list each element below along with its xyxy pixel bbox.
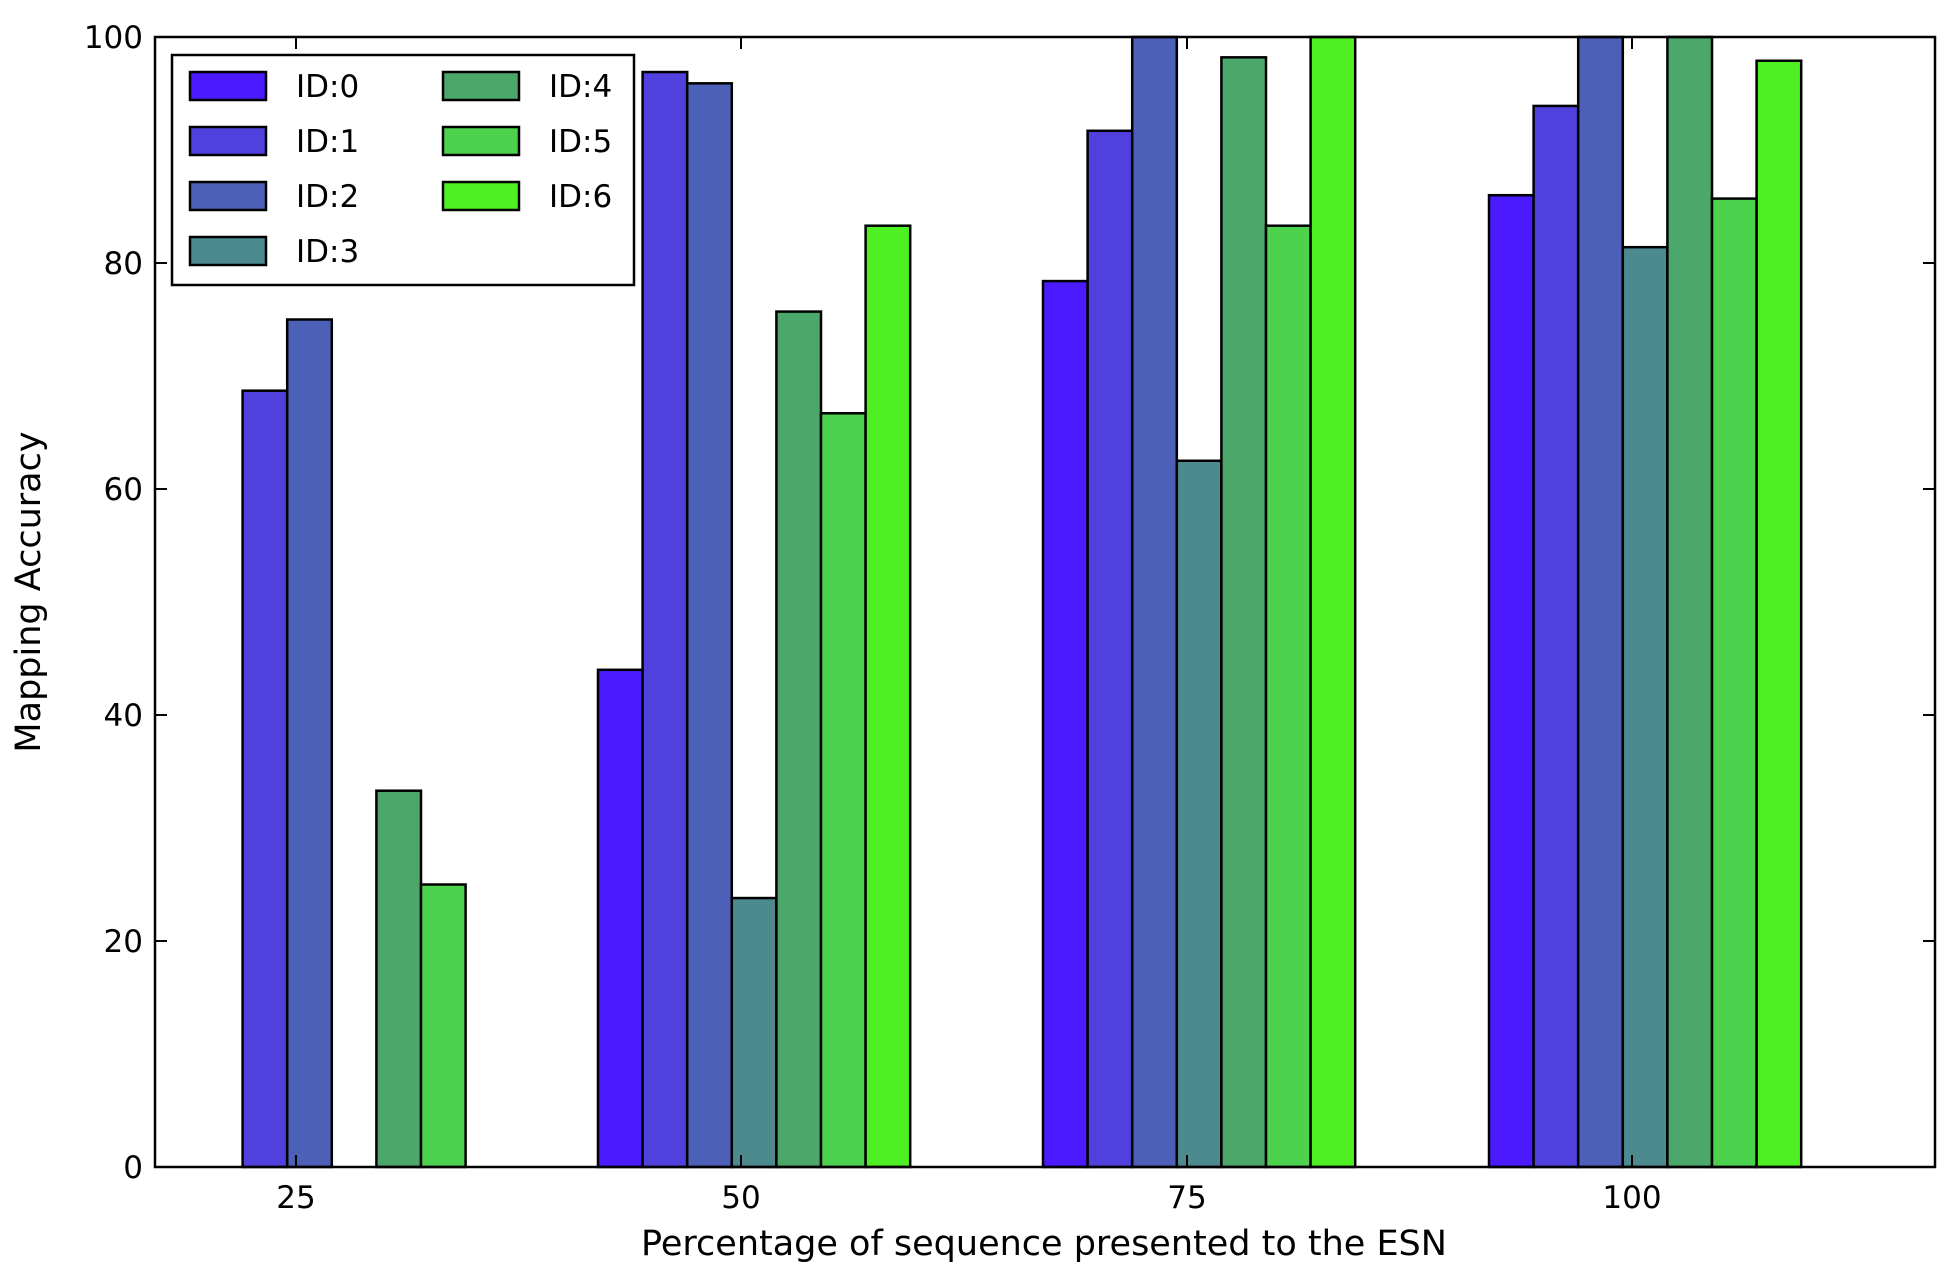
legend-swatch	[441, 125, 521, 157]
bar-id-3-75	[1175, 459, 1223, 1169]
legend-swatch	[188, 235, 268, 267]
bar-id-4-100	[1666, 35, 1714, 1169]
legend-swatch	[441, 180, 521, 212]
legend-label: ID:6	[549, 179, 612, 215]
legend-swatch	[441, 70, 521, 102]
y-tick-label: 0	[123, 1150, 143, 1186]
bar-id-4-75	[1220, 56, 1268, 1169]
bar-id-5-50	[819, 412, 867, 1169]
x-tick-label: 100	[1602, 1180, 1661, 1216]
bar-id-0-50	[596, 668, 644, 1169]
bar-id-5-25	[419, 883, 467, 1169]
legend-swatch	[188, 70, 268, 102]
x-tick-label: 25	[276, 1180, 315, 1216]
bars-group	[241, 35, 1803, 1169]
x-axis: 25 50 75 100	[276, 37, 1662, 1216]
legend-label: ID:1	[296, 124, 359, 160]
bar-id-3-50	[730, 896, 778, 1169]
legend-label: ID:4	[549, 69, 612, 105]
y-axis: 0 20 40 60 80 100	[84, 20, 1935, 1186]
bar-id-1-25	[241, 389, 289, 1169]
legend-label: ID:3	[296, 234, 359, 270]
bar-id-2-100	[1576, 35, 1625, 1169]
bar-id-6-75	[1309, 35, 1357, 1169]
x-axis-title: Percentage of sequence presented to the …	[641, 1224, 1447, 1264]
bar-id-4-50	[775, 310, 823, 1169]
bar-id-6-100	[1755, 59, 1803, 1169]
y-tick-label: 40	[104, 698, 143, 734]
legend-swatch	[188, 125, 268, 157]
y-tick-label: 20	[104, 924, 143, 960]
bar-id-0-100	[1487, 193, 1535, 1169]
x-tick-label: 50	[721, 1180, 760, 1216]
x-tick-label: 75	[1167, 1180, 1206, 1216]
bar-id-2-25	[285, 318, 334, 1169]
bar-id-3-100	[1621, 245, 1669, 1169]
y-tick-label: 60	[104, 472, 143, 508]
bar-id-2-75	[1130, 35, 1179, 1169]
bar-id-6-50	[864, 224, 912, 1169]
bar-id-5-75	[1264, 224, 1312, 1169]
legend-swatch	[188, 180, 268, 212]
bar-id-1-50	[641, 70, 689, 1169]
plot-frame	[153, 35, 1937, 1169]
legend-label: ID:0	[296, 69, 359, 105]
y-tick-label: 100	[84, 20, 143, 56]
y-tick-label: 80	[104, 246, 143, 282]
bar-id-5-100	[1710, 197, 1758, 1169]
legend: ID:0 ID:1 ID:2 ID:3 ID:4 ID:5 ID:6	[170, 53, 636, 287]
bar-id-1-75	[1086, 129, 1134, 1169]
bar-id-4-25	[375, 789, 423, 1169]
legend-label: ID:2	[296, 179, 359, 215]
bar-id-1-100	[1532, 104, 1580, 1169]
bar-id-2-50	[685, 82, 734, 1169]
y-axis-title: Mapping Accuracy	[9, 431, 49, 752]
legend-label: ID:5	[549, 124, 612, 160]
bar-id-0-75	[1041, 279, 1089, 1169]
